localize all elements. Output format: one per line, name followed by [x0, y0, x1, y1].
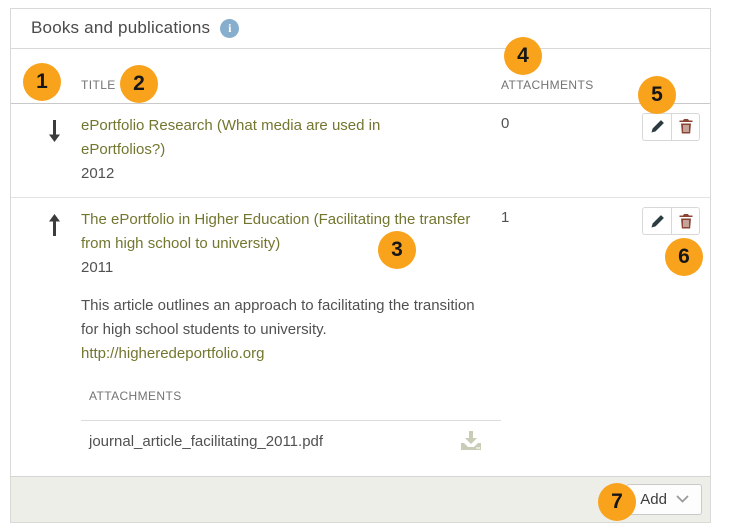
attachments-subtable: ATTACHMENTS journal_article_facilitating… [81, 378, 501, 462]
actions-cell [628, 198, 700, 476]
callout-badge-4: 4 [504, 37, 542, 75]
entry-cell: ePortfolio Research (What media are used… [81, 104, 501, 200]
info-icon[interactable]: i [220, 18, 240, 38]
title-column-header: TITLE [81, 77, 116, 92]
entry-title-link[interactable]: The ePortfolio in Higher Education (Faci… [81, 211, 471, 253]
move-cell [31, 104, 81, 200]
entry-year: 2012 [81, 164, 115, 182]
callout-badge-1: 1 [23, 63, 61, 101]
callout-badge-6: 6 [665, 238, 703, 276]
panel-footer: Add [11, 476, 710, 522]
add-button-label: Add [640, 490, 667, 508]
edit-button[interactable] [642, 207, 671, 236]
trash-icon [679, 213, 692, 229]
delete-button[interactable] [671, 112, 700, 141]
panel-heading: Books and publications i [11, 9, 710, 49]
move-cell [31, 198, 81, 476]
pencil-icon [651, 120, 664, 133]
page-title: Books and publications [31, 18, 211, 37]
callout-badge-2: 2 [120, 65, 158, 103]
entry-year: 2011 [81, 259, 114, 277]
callout-badge-5: 5 [638, 76, 676, 114]
entry-url-link[interactable]: http://higheredeportfolio.org [81, 345, 265, 363]
callout-badge-3: 3 [378, 231, 416, 269]
delete-button[interactable] [671, 207, 700, 236]
callout-badge-7: 7 [598, 483, 636, 521]
download-icon [461, 431, 481, 451]
add-button[interactable]: Add [626, 484, 702, 516]
download-button[interactable] [461, 431, 481, 453]
attachments-count: 0 [501, 114, 510, 132]
attachments-subtable-header: ATTACHMENTS [81, 378, 501, 422]
table-row: ePortfolio Research (What media are used… [11, 104, 710, 200]
attachment-file-name: journal_article_facilitating_2011.pdf [89, 433, 324, 451]
entry-description: This article outlines an approach to fac… [81, 297, 475, 339]
table-row: The ePortfolio in Higher Education (Faci… [11, 198, 710, 476]
arrow-down-icon [49, 119, 60, 142]
attachments-count: 1 [501, 209, 510, 227]
edit-button[interactable] [642, 112, 671, 141]
pencil-icon [651, 214, 664, 228]
entry-title-link[interactable]: ePortfolio Research (What media are used… [81, 116, 381, 158]
trash-icon [679, 119, 692, 135]
books-and-publications-panel: Books and publications i TITLE ATTACHMEN… [10, 8, 711, 523]
move-up-button[interactable] [31, 210, 62, 241]
chevron-down-icon [676, 495, 689, 503]
table-header-row: TITLE ATTACHMENTS [11, 49, 710, 104]
move-down-button[interactable] [31, 116, 62, 147]
entry-cell: The ePortfolio in Higher Education (Faci… [81, 198, 501, 476]
actions-cell [628, 104, 700, 200]
attachment-file-row: journal_article_facilitating_2011.pdf [81, 421, 501, 462]
attachments-column-header: ATTACHMENTS [501, 77, 594, 92]
arrow-up-icon [49, 214, 60, 237]
